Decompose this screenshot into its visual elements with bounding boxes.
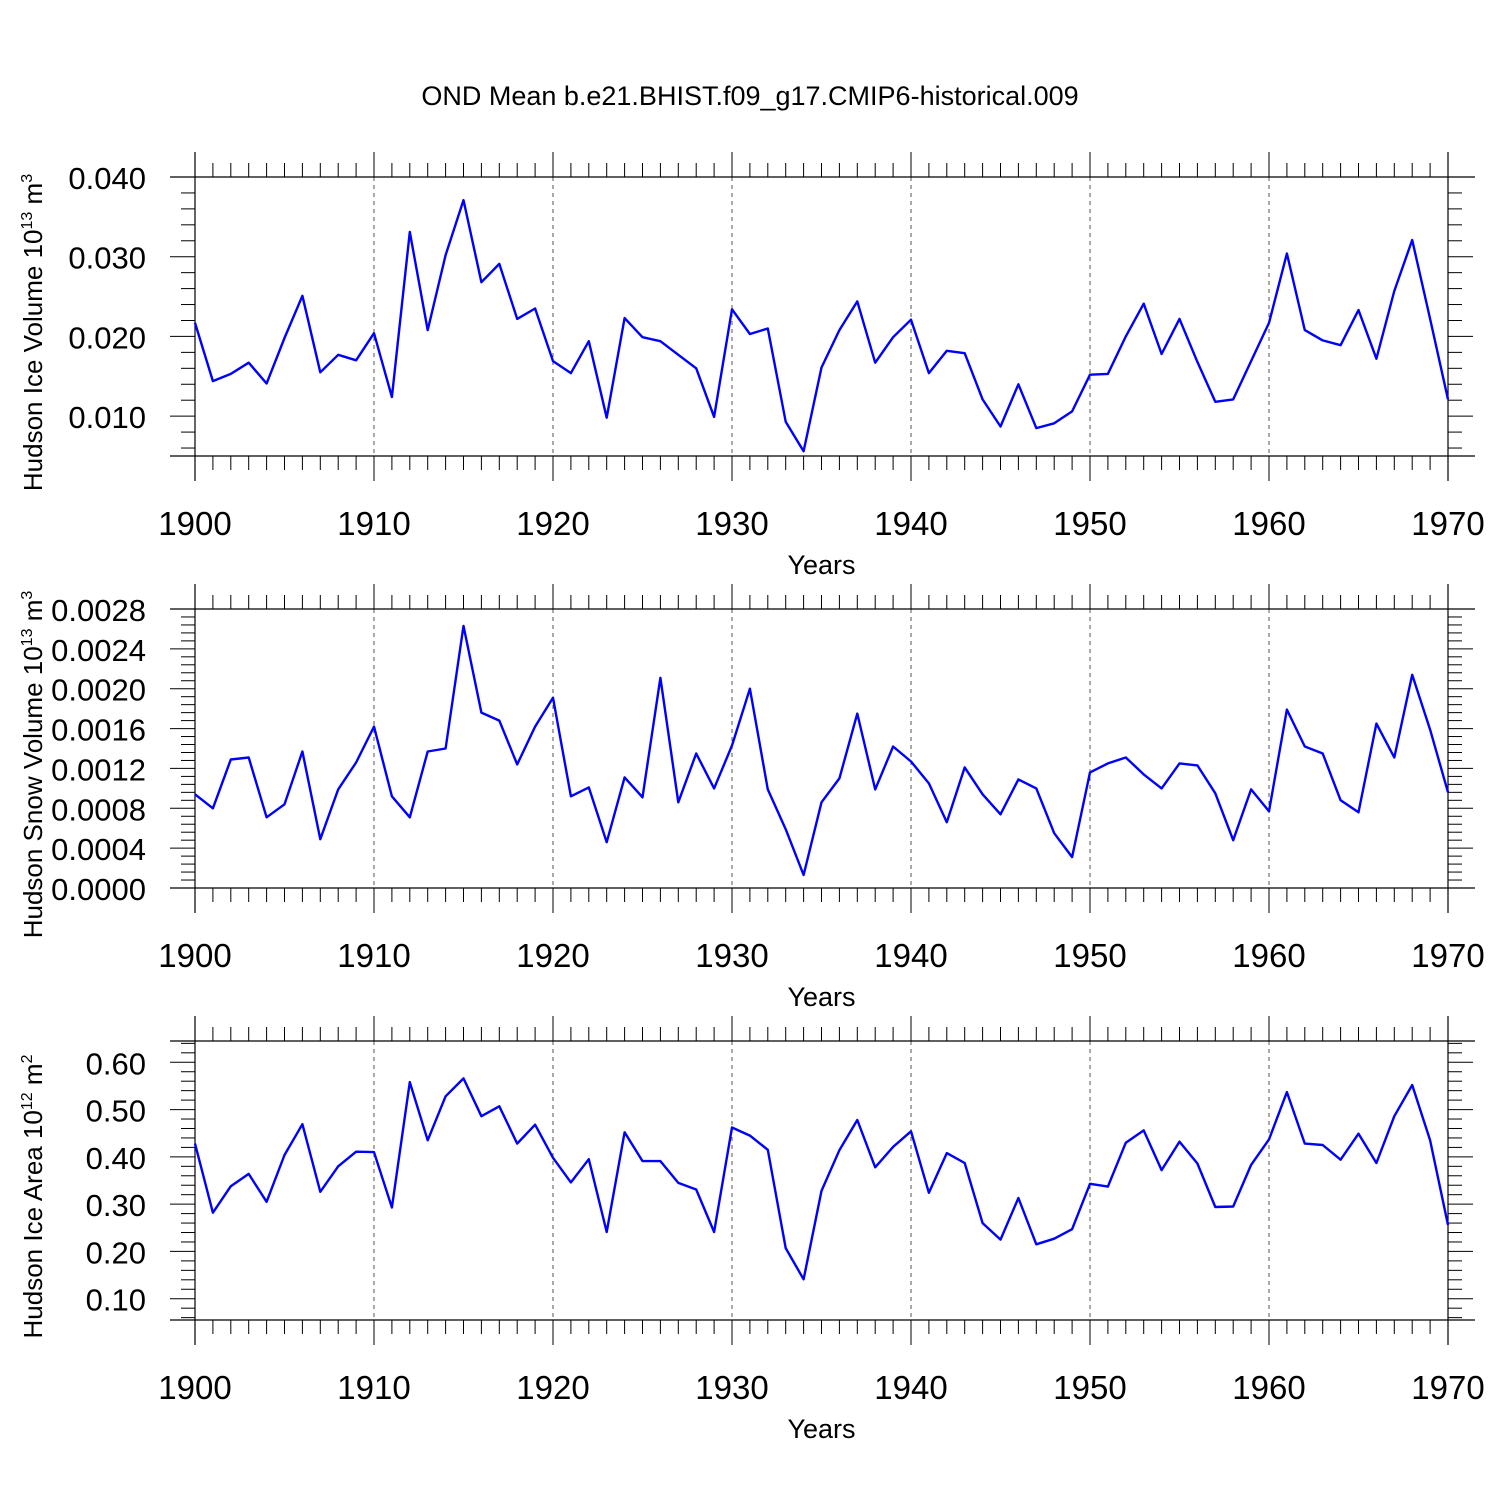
x-tick-label: 1920	[516, 937, 589, 974]
chart-panel-2: 1900 1910 1920 1930 1940 1950 1960 1970 Years 0.0…	[18, 584, 1485, 1012]
x-tick-label: 1900	[158, 505, 231, 542]
x-tick-label: 1940	[874, 505, 947, 542]
x-tick-label: 1930	[695, 937, 768, 974]
x-tick-label: 1900	[158, 1369, 231, 1406]
y-axis-label: Hudson Ice Area 1012 m2	[18, 1054, 48, 1338]
x-axis-label: Years	[787, 1414, 855, 1444]
chart-panel-3: 1900 1910 1920 1930 1940 1950 1960 1970 Years 0.1…	[18, 1016, 1485, 1444]
x-tick-label: 1930	[695, 1369, 768, 1406]
x-tick-label: 1900	[158, 937, 231, 974]
x-tick-label: 1950	[1053, 1369, 1126, 1406]
x-tick-label: 1930	[695, 505, 768, 542]
x-tick-label: 1970	[1411, 1369, 1484, 1406]
y-tick-label: 0.40	[86, 1141, 146, 1176]
x-tick-label: 1910	[337, 1369, 410, 1406]
x-tick-label: 1910	[337, 937, 410, 974]
series-line	[194, 624, 1450, 877]
chart-title: OND Mean b.e21.BHIST.f09_g17.CMIP6-histo…	[421, 81, 1078, 111]
y-axis-label: Hudson Snow Volume 1013 m3	[18, 591, 48, 939]
y-tick-label: 0.50	[86, 1094, 146, 1129]
y-tick-label: 0.0020	[51, 673, 146, 708]
y-tick-label: 0.020	[68, 320, 146, 355]
x-tick-label: 1950	[1053, 937, 1126, 974]
y-tick-label: 0.30	[86, 1188, 146, 1223]
y-tick-label: 0.010	[68, 400, 146, 435]
y-tick-label: 0.0028	[51, 593, 146, 628]
y-tick-label: 0.0008	[51, 792, 146, 827]
y-tick-label: 0.0000	[51, 872, 146, 907]
y-tick-label: 0.0012	[51, 752, 146, 787]
x-tick-label: 1960	[1232, 505, 1305, 542]
y-tick-label: 0.0004	[51, 832, 146, 867]
y-axis-label: Hudson Ice Volume 1013 m3	[18, 174, 48, 491]
x-tick-label: 1950	[1053, 505, 1126, 542]
y-tick-label: 0.0016	[51, 713, 146, 748]
x-tick-label: 1970	[1411, 505, 1484, 542]
series-line	[193, 1077, 1450, 1281]
x-tick-label: 1920	[516, 505, 589, 542]
x-tick-label: 1960	[1232, 1369, 1305, 1406]
x-tick-label: 1940	[874, 1369, 947, 1406]
y-tick-label: 0.0024	[51, 633, 146, 668]
y-tick-label: 0.60	[86, 1046, 146, 1081]
x-axis-label: Years	[787, 550, 855, 580]
x-tick-label: 1960	[1232, 937, 1305, 974]
y-tick-label: 0.030	[68, 241, 146, 276]
x-tick-label: 1920	[516, 1369, 589, 1406]
x-tick-label: 1910	[337, 505, 410, 542]
y-tick-label: 0.040	[68, 161, 146, 196]
y-tick-label: 0.20	[86, 1235, 146, 1270]
chart-panel-1: 1900 1910 1920 1930 1940 1950 1960 1970 Years 0.0…	[18, 152, 1485, 580]
x-axis-label: Years	[787, 982, 855, 1012]
x-tick-label: 1970	[1411, 937, 1484, 974]
x-tick-label: 1940	[874, 937, 947, 974]
series-line	[193, 198, 1450, 453]
y-tick-label: 0.10	[86, 1283, 146, 1318]
